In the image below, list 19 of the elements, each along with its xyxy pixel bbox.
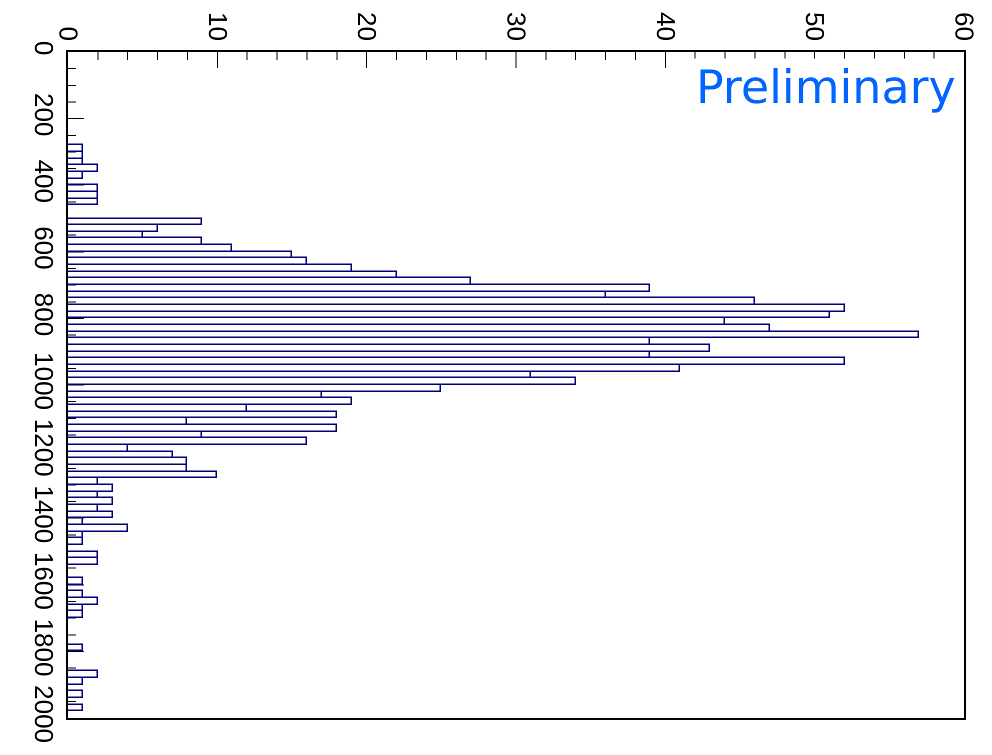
x-tick-label: 20 <box>352 12 382 41</box>
x-tick-label: 40 <box>650 12 681 41</box>
y-tick-label: 200 <box>28 93 59 136</box>
x-tick-label: 0 <box>54 26 84 41</box>
y-tick-label: 1000 <box>28 352 59 410</box>
annotation: Preliminary <box>696 60 956 114</box>
y-tick-label: 1400 <box>28 485 59 544</box>
y-tick-label: 1600 <box>28 552 59 610</box>
y-tick-label: 1200 <box>28 418 59 477</box>
y-tick-label: 1800 <box>28 618 59 676</box>
y-tick-label: 800 <box>28 292 59 336</box>
y-tick-label: 2000 <box>28 685 59 744</box>
y-tick-label: 400 <box>28 160 59 203</box>
x-tick-label: 50 <box>800 12 830 41</box>
x-tick-label: 10 <box>202 12 233 41</box>
x-tick-label: 30 <box>502 12 532 41</box>
y-tick-label: 0 <box>28 40 59 56</box>
x-tick-label: 60 <box>950 12 980 41</box>
y-tick-label: 600 <box>28 226 59 270</box>
